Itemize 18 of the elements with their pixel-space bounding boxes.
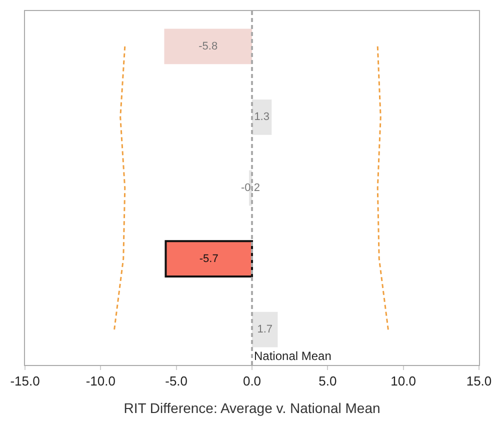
data-label: -5.7 xyxy=(199,252,218,265)
data-label: 1.3 xyxy=(254,111,270,124)
data-label: -5.8 xyxy=(198,40,218,52)
x-tick-label: -5.0 xyxy=(165,374,188,389)
x-tick-label: 15.0 xyxy=(466,374,492,389)
x-tick-label: 10.0 xyxy=(390,374,416,389)
x-tick-label: 5.0 xyxy=(318,374,337,389)
bar xyxy=(252,312,278,348)
bar xyxy=(164,28,252,64)
data-label: 1.7 xyxy=(257,324,273,336)
x-axis-title: RIT Difference: Average v. National Mean xyxy=(124,400,380,416)
bar xyxy=(252,100,272,135)
x-tick-label: 0.0 xyxy=(242,374,262,389)
bar xyxy=(164,240,253,278)
x-tick-label: -10.0 xyxy=(86,374,116,389)
x-tick-label: -15.0 xyxy=(10,374,40,389)
ref-line-label: National Mean xyxy=(254,349,332,363)
data-label: -0.2 xyxy=(241,182,260,194)
